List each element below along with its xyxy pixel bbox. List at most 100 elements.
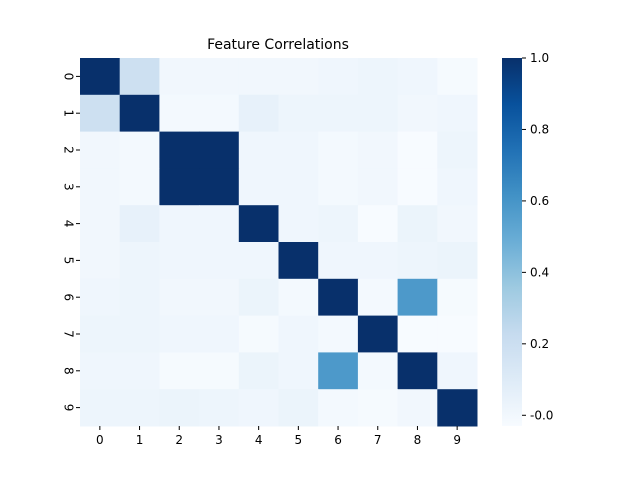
heatmap-cell (357, 278, 399, 317)
heatmap-cell (357, 58, 399, 96)
heatmap-cell (119, 242, 160, 280)
heatmap-cell (159, 389, 200, 427)
y-tick-label: 6 (62, 293, 76, 301)
heatmap-cell (119, 389, 160, 427)
heatmap-cell (199, 205, 240, 243)
y-tick-label: 2 (62, 146, 76, 154)
heatmap-cell (437, 389, 478, 427)
heatmap-cell (397, 168, 438, 206)
heatmap-cell (238, 131, 279, 169)
heatmap-cell (199, 94, 240, 133)
heatmap-cell (437, 168, 478, 206)
colorbar-tick-label: 0.2 (530, 337, 549, 351)
heatmap-cell (119, 315, 160, 353)
heatmap-cell (397, 58, 438, 96)
heatmap-cell (278, 131, 319, 169)
heatmap-cell (437, 205, 478, 243)
heatmap-cell (437, 58, 478, 96)
heatmap-cell (159, 242, 200, 280)
heatmap-cell (437, 278, 478, 317)
heatmap-cell (159, 205, 200, 243)
y-tick-label: 3 (62, 183, 76, 191)
heatmap-cell (238, 58, 279, 96)
heatmap-cell (397, 352, 438, 390)
heatmap-cell (238, 315, 279, 353)
x-tick-label: 8 (414, 433, 422, 447)
heatmap-cell (318, 242, 359, 280)
heatmap-cell (119, 205, 160, 243)
heatmap-cell (357, 389, 399, 427)
colorbar-tick-label: 0.8 (530, 122, 549, 136)
heatmap-cell (318, 315, 359, 353)
heatmap-cell (397, 131, 438, 169)
x-axis-ticks: 0 1 2 3 4 5 6 7 8 9 (96, 426, 461, 447)
heatmap-cells (80, 58, 478, 427)
heatmap-cell (318, 58, 359, 96)
heatmap-cell (357, 352, 399, 390)
y-tick-label: 5 (62, 257, 76, 265)
heatmap-cell (159, 131, 200, 169)
x-tick-label: 4 (255, 433, 263, 447)
heatmap-cell (199, 168, 240, 206)
heatmap-cell (278, 168, 319, 206)
heatmap-cell (318, 278, 359, 317)
heatmap-cell (238, 389, 279, 427)
y-tick-label: 1 (62, 109, 76, 117)
heatmap-cell (278, 205, 319, 243)
heatmap-cell (318, 131, 359, 169)
y-tick-label: 7 (62, 330, 76, 338)
heatmap-cell (278, 278, 319, 317)
heatmap-cell (159, 315, 200, 353)
y-axis-ticks: 0 1 2 3 4 5 6 7 8 9 (62, 73, 80, 412)
heatmap-cell (357, 94, 399, 133)
x-tick-label: 1 (136, 433, 144, 447)
colorbar-tick-label: 0.6 (530, 194, 549, 208)
heatmap-cell (199, 278, 240, 317)
heatmap-cell (437, 131, 478, 169)
heatmap-cell (119, 94, 160, 133)
heatmap-cell (159, 58, 200, 96)
heatmap-cell (80, 131, 121, 169)
y-tick-label: 9 (62, 404, 76, 412)
heatmap-cell (199, 242, 240, 280)
chart-title: Feature Correlations (207, 37, 349, 53)
heatmap-cell (357, 205, 399, 243)
heatmap-cell (80, 278, 121, 317)
heatmap-cell (80, 58, 121, 96)
heatmap-cell (159, 94, 200, 133)
heatmap-cell (278, 94, 319, 133)
heatmap-cell (80, 389, 121, 427)
heatmap-cell (80, 242, 121, 280)
heatmap-cell (119, 58, 160, 96)
colorbar-tick-label: -0.0 (530, 408, 553, 422)
heatmap-cell (199, 352, 240, 390)
heatmap-cell (80, 94, 121, 133)
heatmap-cell (357, 131, 399, 169)
heatmap-cell (238, 205, 279, 243)
heatmap-cell (119, 278, 160, 317)
colorbar-ticks: -0.0 0.2 0.4 0.6 0.8 1.0 (522, 51, 553, 422)
heatmap-cell (397, 205, 438, 243)
heatmap-cell (159, 168, 200, 206)
heatmap-cell (278, 58, 319, 96)
colorbar (502, 58, 522, 426)
heatmap-cell (437, 315, 478, 353)
heatmap-cell (437, 352, 478, 390)
x-tick-label: 3 (215, 433, 223, 447)
heatmap-cell (318, 205, 359, 243)
colorbar-tick-label: 1.0 (530, 51, 549, 65)
y-tick-label: 0 (62, 73, 76, 81)
heatmap-cell (238, 352, 279, 390)
heatmap-cell (80, 168, 121, 206)
x-tick-label: 9 (453, 433, 461, 447)
heatmap-cell (318, 94, 359, 133)
heatmap-cell (199, 131, 240, 169)
heatmap-cell (278, 315, 319, 353)
heatmap-cell (199, 58, 240, 96)
x-tick-label: 0 (96, 433, 104, 447)
heatmap-cell (357, 168, 399, 206)
heatmap-cell (80, 205, 121, 243)
y-tick-label: 8 (62, 367, 76, 375)
heatmap-cell (278, 242, 319, 280)
